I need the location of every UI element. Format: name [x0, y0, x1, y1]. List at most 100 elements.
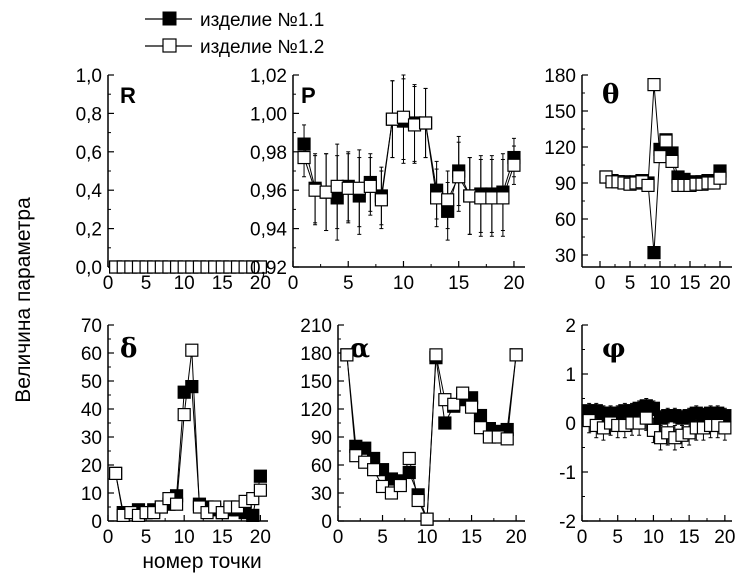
y-tick-label: 70 — [81, 316, 102, 337]
y-tick-label: 30 — [311, 484, 332, 505]
data-point — [420, 512, 434, 526]
y-tick-label: 0,92 — [250, 258, 287, 279]
y-tick-label: 90 — [311, 428, 332, 449]
data-point — [402, 451, 416, 466]
x-tick-label: 0 — [103, 273, 114, 294]
series-1-2 — [297, 74, 521, 237]
panels: 0,00,20,40,60,81,00 5 10 15 20R0,920,940,960… — [76, 66, 736, 548]
data-point — [647, 246, 661, 260]
x-tick-label: 20 — [714, 527, 735, 548]
y-tick-label: 0,6 — [76, 143, 102, 164]
y-tick-label: 210 — [300, 316, 332, 337]
x-tick-label: 10 — [174, 273, 195, 294]
data-point — [393, 478, 407, 493]
x-tick-label: 20 — [506, 527, 527, 548]
y-tick-label: 10 — [81, 484, 102, 505]
y-tick-label: 60 — [555, 210, 576, 231]
legend-marker-1 — [162, 11, 177, 26]
y-tick-label: 2 — [565, 316, 576, 337]
y-tick-label: 20 — [81, 456, 102, 477]
data-point — [308, 183, 322, 197]
series-1-2 — [109, 343, 267, 522]
data-point — [253, 469, 267, 483]
legend-label-1: изделие №1.1 — [200, 10, 324, 31]
y-tick-label: -2 — [559, 512, 576, 533]
data-point — [177, 408, 191, 422]
x-tick-label: 5 — [141, 273, 152, 294]
panel-5: 0 30 60 90 120 150 180 210 0 5 10 15 20 α — [300, 316, 526, 548]
x-tick-label: 10 — [174, 527, 195, 548]
x-tick-label: 15 — [461, 527, 482, 548]
data-point — [447, 397, 461, 411]
x-tick-label: 20 — [709, 273, 730, 294]
data-point — [185, 343, 199, 357]
x-tick-label: 5 — [625, 273, 636, 294]
x-tick-label: 15 — [212, 273, 233, 294]
x-tick-label: 0 — [288, 273, 299, 294]
x-tick-label: 0 — [577, 527, 588, 548]
x-tick-label: 10 — [643, 527, 664, 548]
data-point — [646, 401, 661, 415]
data-point — [456, 386, 470, 400]
y-tick-label: 150 — [544, 102, 576, 123]
y-tick-label: 0 — [91, 512, 102, 533]
series-1-2 — [109, 260, 267, 274]
y-tick-label: 1 — [565, 365, 576, 386]
data-point — [507, 158, 521, 172]
panel-title: α — [350, 334, 370, 364]
x-tick-label: 20 — [250, 273, 271, 294]
x-tick-label: 20 — [503, 273, 524, 294]
legend-marker-2 — [162, 38, 177, 53]
data-point — [185, 380, 199, 394]
y-tick-label: 120 — [544, 138, 576, 159]
y-tick-label: 30 — [81, 428, 102, 449]
data-point — [246, 508, 260, 522]
data-point — [169, 497, 184, 511]
y-tick-label: 40 — [81, 400, 102, 421]
y-tick-label: 0,2 — [76, 220, 102, 241]
y-tick-label: 1,02 — [250, 66, 287, 87]
data-point — [330, 179, 344, 193]
data-point — [109, 466, 123, 480]
x-tick-label: 15 — [679, 527, 700, 548]
x-axis-label: номер точки — [142, 550, 261, 573]
series-1-1 — [297, 78, 521, 241]
y-tick-label: 0,8 — [76, 104, 102, 125]
y-tick-label: 60 — [81, 344, 102, 365]
data-point — [396, 110, 411, 124]
data-point — [363, 179, 377, 193]
x-tick-label: 5 — [141, 527, 152, 548]
panel-3: 30 60 90 120 150 180 0 5 10 15 20 θ — [544, 66, 732, 294]
x-tick-label: 10 — [649, 273, 670, 294]
y-tick-label: 0 — [565, 414, 576, 435]
panel-title: P — [301, 83, 316, 108]
data-point — [639, 411, 653, 425]
y-tick-label: 30 — [555, 246, 576, 267]
x-tick-label: 0 — [103, 527, 114, 548]
data-point — [713, 171, 727, 185]
x-tick-label: 0 — [595, 273, 606, 294]
data-point — [509, 348, 523, 362]
y-tick-label: -1 — [559, 463, 576, 484]
x-tick-label: 15 — [212, 527, 233, 548]
data-point — [474, 191, 488, 205]
data-point — [340, 348, 354, 362]
data-point — [659, 134, 673, 148]
y-tick-label: 0,4 — [76, 181, 103, 202]
data-point — [718, 421, 732, 435]
y-tick-label: 0,94 — [250, 220, 287, 241]
x-tick-label: 10 — [416, 527, 437, 548]
data-point — [367, 463, 381, 477]
series-1-2-line — [115, 350, 261, 517]
y-tick-label: 90 — [555, 174, 576, 195]
data-point — [253, 260, 267, 274]
x-tick-label: 10 — [393, 273, 414, 294]
data-point — [641, 178, 655, 192]
data-point — [374, 193, 388, 207]
data-point — [341, 181, 355, 195]
legend: изделие №1.1 изделие №1.2 — [145, 10, 324, 58]
data-point — [500, 432, 514, 446]
x-tick-label: 15 — [679, 273, 700, 294]
